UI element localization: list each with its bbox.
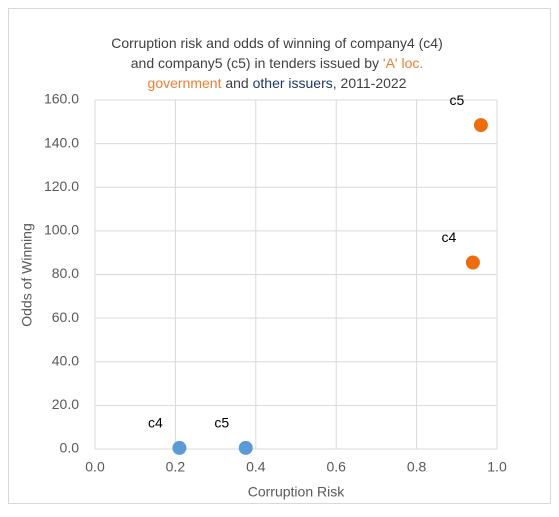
x-tick-label: 0.8 bbox=[407, 459, 427, 475]
title-part: and bbox=[221, 75, 252, 91]
point bbox=[465, 255, 480, 270]
point-label: c5 bbox=[214, 415, 229, 431]
y-tick-label: 160.0 bbox=[44, 91, 79, 107]
y-tick-label: 60.0 bbox=[52, 309, 79, 325]
chart-title: Corruption risk and odds of winning of c… bbox=[111, 35, 443, 51]
title-part: Corruption risk and odds of winning of c… bbox=[111, 35, 443, 51]
y-tick-label: 40.0 bbox=[52, 352, 79, 368]
point bbox=[473, 118, 488, 133]
y-tick-label: 20.0 bbox=[52, 396, 79, 412]
x-tick-label: 1.0 bbox=[487, 459, 507, 475]
point-label: c5 bbox=[450, 92, 465, 108]
x-tick-label: 0.2 bbox=[166, 459, 186, 475]
point bbox=[172, 440, 187, 455]
y-tick-label: 80.0 bbox=[52, 265, 79, 281]
title-part: 'A' loc. bbox=[383, 55, 423, 71]
x-tick-label: 0.0 bbox=[85, 459, 105, 475]
x-tick-label: 0.6 bbox=[326, 459, 346, 475]
chart-title: government and other issuers, 2011-2022 bbox=[148, 75, 407, 91]
y-tick-label: 100.0 bbox=[44, 222, 79, 238]
title-part: , 2011-2022 bbox=[333, 75, 407, 91]
title-part: other issuers bbox=[253, 75, 333, 91]
point-label: c4 bbox=[148, 415, 163, 431]
chart-title: and company5 (c5) in tenders issued by '… bbox=[131, 55, 424, 71]
y-tick-label: 0.0 bbox=[60, 440, 80, 456]
title-part: and company5 (c5) in tenders issued by bbox=[131, 55, 383, 71]
chart-frame bbox=[8, 8, 551, 504]
y-tick-label: 120.0 bbox=[44, 178, 79, 194]
y-axis-title: Odds of Winning bbox=[19, 223, 35, 327]
title-part: government bbox=[148, 75, 222, 91]
point-label: c4 bbox=[441, 229, 456, 245]
x-axis-title: Corruption Risk bbox=[248, 484, 345, 500]
x-tick-label: 0.4 bbox=[246, 459, 266, 475]
y-tick-label: 140.0 bbox=[44, 134, 79, 150]
point bbox=[238, 440, 253, 455]
